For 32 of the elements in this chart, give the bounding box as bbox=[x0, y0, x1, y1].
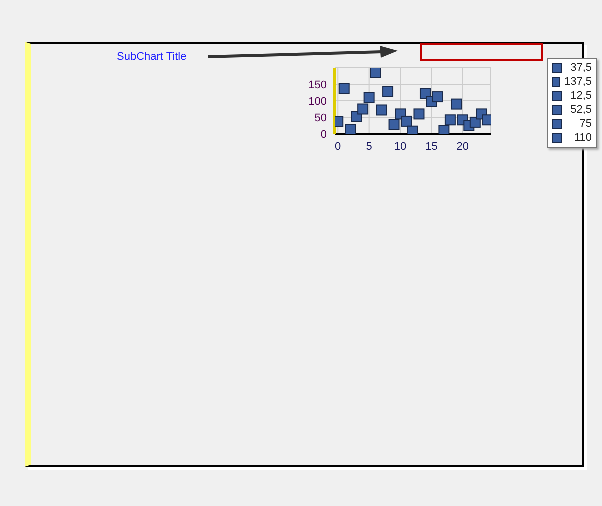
legend-label: 75 bbox=[578, 118, 592, 130]
legend-label: 110 bbox=[573, 132, 592, 144]
y-tick-label: 150 bbox=[308, 79, 327, 92]
x-tick-label: 5 bbox=[366, 140, 372, 153]
point bbox=[401, 116, 412, 127]
point bbox=[335, 116, 344, 128]
legend-label: 12,5 bbox=[570, 90, 592, 102]
point bbox=[451, 98, 462, 110]
x-tick-label: 10 bbox=[394, 140, 407, 153]
point bbox=[370, 68, 382, 78]
point bbox=[444, 114, 456, 126]
point bbox=[358, 104, 369, 115]
y-tick-label: 100 bbox=[308, 96, 327, 108]
point bbox=[382, 86, 394, 98]
x-tick-label: 20 bbox=[456, 140, 470, 153]
point bbox=[388, 119, 400, 130]
point bbox=[364, 92, 375, 104]
legend-label: 52,5 bbox=[570, 104, 592, 116]
point bbox=[438, 125, 450, 134]
x-tick-label: 15 bbox=[426, 140, 438, 153]
legend-label: 37,5 bbox=[570, 62, 592, 74]
point bbox=[376, 104, 388, 116]
y-tick-label: 50 bbox=[314, 112, 327, 124]
point bbox=[470, 116, 481, 128]
point bbox=[414, 108, 425, 120]
x-tick-label: 0 bbox=[335, 140, 342, 153]
point bbox=[432, 92, 444, 103]
point bbox=[338, 83, 350, 94]
text: SubChart Title bbox=[117, 51, 187, 63]
y-tick-label: 0 bbox=[320, 128, 327, 141]
point bbox=[345, 124, 356, 134]
legend-label: 137,5 bbox=[564, 76, 592, 88]
